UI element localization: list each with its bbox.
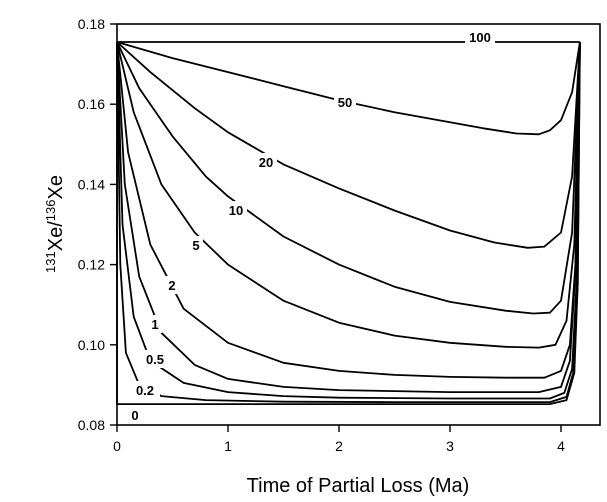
series-line-5 bbox=[116, 41, 581, 349]
y-axis-title-denominator: Xe bbox=[45, 175, 67, 199]
series-line-0.5 bbox=[116, 41, 581, 400]
x-tick-label: 3 bbox=[446, 438, 454, 454]
series-line-1 bbox=[116, 41, 581, 394]
y-axis-title-numerator: Xe/ bbox=[45, 221, 67, 251]
curve-labels: 100 50 20 10 5 2 1 0.5 0.2 0 bbox=[131, 30, 490, 423]
y-axis-tick-labels: 0.08 0.10 0.12 0.14 0.16 0.18 bbox=[78, 16, 105, 433]
curve-label-100: 100 bbox=[469, 30, 491, 45]
curve-label-bg bbox=[128, 406, 142, 424]
curve-label-bg bbox=[189, 236, 203, 254]
curve-label-2: 2 bbox=[168, 278, 175, 293]
curve-label-backgrounds bbox=[128, 28, 495, 424]
y-axis-title: 131Xe/136Xe bbox=[43, 175, 68, 273]
y-axis-title-mass-131: 131 bbox=[43, 251, 58, 273]
x-tick-label: 2 bbox=[335, 438, 343, 454]
x-tick-label: 0 bbox=[113, 438, 121, 454]
curve-label-bg bbox=[225, 201, 247, 219]
curve-label-5: 5 bbox=[192, 238, 199, 253]
series-line-2 bbox=[116, 41, 581, 379]
curve-label-20: 20 bbox=[259, 155, 273, 170]
y-tick-label: 0.14 bbox=[78, 176, 105, 192]
y-axis-title-mass-136: 136 bbox=[43, 200, 58, 222]
curve-label-bg bbox=[140, 350, 170, 368]
x-axis-ticks bbox=[116, 425, 562, 432]
curves bbox=[116, 41, 581, 406]
y-axis-ticks bbox=[110, 23, 117, 426]
y-tick-label: 0.08 bbox=[78, 417, 105, 433]
curve-label-bg bbox=[148, 315, 162, 333]
series-line-20 bbox=[116, 41, 581, 249]
plot-frame bbox=[116, 23, 601, 426]
series-line-50 bbox=[116, 41, 581, 136]
curve-label-50: 50 bbox=[338, 95, 352, 110]
y-tick-label: 0.18 bbox=[78, 16, 105, 32]
x-axis-title: Time of Partial Loss (Ma) bbox=[247, 475, 470, 497]
x-tick-label: 4 bbox=[557, 438, 565, 454]
y-tick-label: 0.10 bbox=[78, 337, 105, 353]
curve-label-bg bbox=[465, 28, 495, 46]
curve-label-1: 1 bbox=[151, 317, 158, 332]
curve-label-bg bbox=[165, 276, 179, 294]
series-line-0 bbox=[116, 41, 581, 406]
y-tick-label: 0.12 bbox=[78, 257, 105, 273]
curve-label-0: 0 bbox=[131, 408, 138, 423]
curve-label-0.2: 0.2 bbox=[136, 383, 154, 398]
curve-label-bg bbox=[255, 153, 277, 171]
curve-label-10: 10 bbox=[229, 203, 243, 218]
x-axis-tick-labels: 0 1 2 3 4 bbox=[113, 438, 565, 454]
series-line-0.2 bbox=[116, 41, 581, 404]
x-tick-label: 1 bbox=[224, 438, 232, 454]
curve-label-bg bbox=[130, 381, 160, 399]
y-tick-label: 0.16 bbox=[78, 96, 105, 112]
curve-label-0.5: 0.5 bbox=[146, 352, 164, 367]
series-line-10 bbox=[116, 41, 581, 315]
curve-label-bg bbox=[334, 93, 356, 111]
